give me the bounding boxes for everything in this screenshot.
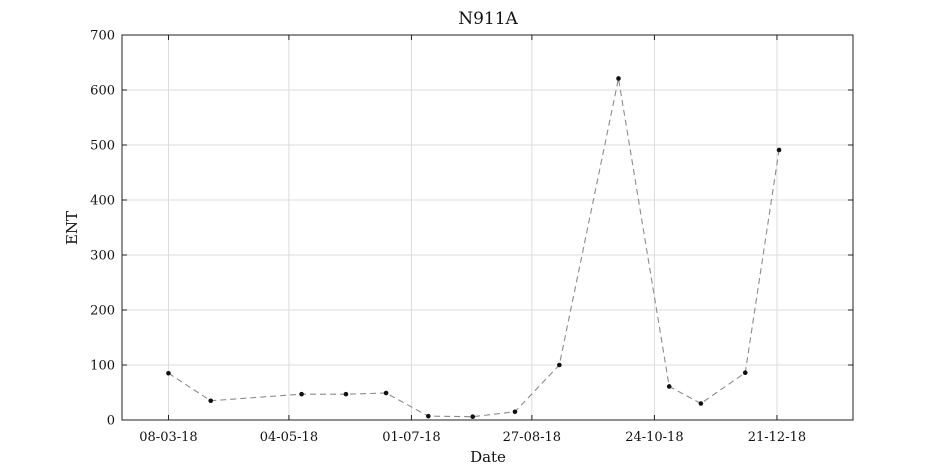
y-tick-label: 400 xyxy=(90,194,115,209)
data-point xyxy=(383,390,389,396)
data-point xyxy=(666,384,672,389)
data-point xyxy=(742,370,748,376)
data-point xyxy=(698,401,704,406)
x-tick-label: 21-12-18 xyxy=(748,430,806,445)
data-point xyxy=(208,398,214,404)
y-tick-label: 600 xyxy=(90,84,115,99)
y-tick-label: 500 xyxy=(90,139,115,154)
data-point xyxy=(426,413,431,419)
data-point xyxy=(776,147,782,153)
chart-title: N911A xyxy=(458,9,518,29)
x-tick-label: 08-03-18 xyxy=(139,430,197,445)
x-tick-label: 27-08-18 xyxy=(503,430,561,445)
data-point xyxy=(470,414,476,420)
y-axis-label: ENT xyxy=(63,211,81,245)
data-point xyxy=(512,409,518,415)
grid xyxy=(122,35,853,420)
x-axis-label: Date xyxy=(470,448,506,466)
y-tick-label: 100 xyxy=(90,359,115,374)
axis-ticks: 0 100 200 300 400 500 600 700 08-03-18 04-05-18 01… xyxy=(90,29,853,445)
data-point xyxy=(616,76,621,81)
series xyxy=(166,76,782,420)
x-tick-label: 24-10-18 xyxy=(625,430,683,445)
y-tick-label: 300 xyxy=(90,249,115,264)
data-point xyxy=(299,391,304,397)
series-line xyxy=(168,78,780,418)
data-point xyxy=(557,362,562,368)
y-tick-label: 200 xyxy=(90,304,115,319)
data-point xyxy=(166,370,171,376)
plot-area-frame xyxy=(121,34,854,421)
x-tick-label: 04-05-18 xyxy=(260,430,318,445)
data-point xyxy=(343,391,349,397)
y-tick-label: 0 xyxy=(107,414,115,429)
x-tick-label: 01-07-18 xyxy=(382,430,440,445)
y-tick-label: 700 xyxy=(90,29,115,44)
